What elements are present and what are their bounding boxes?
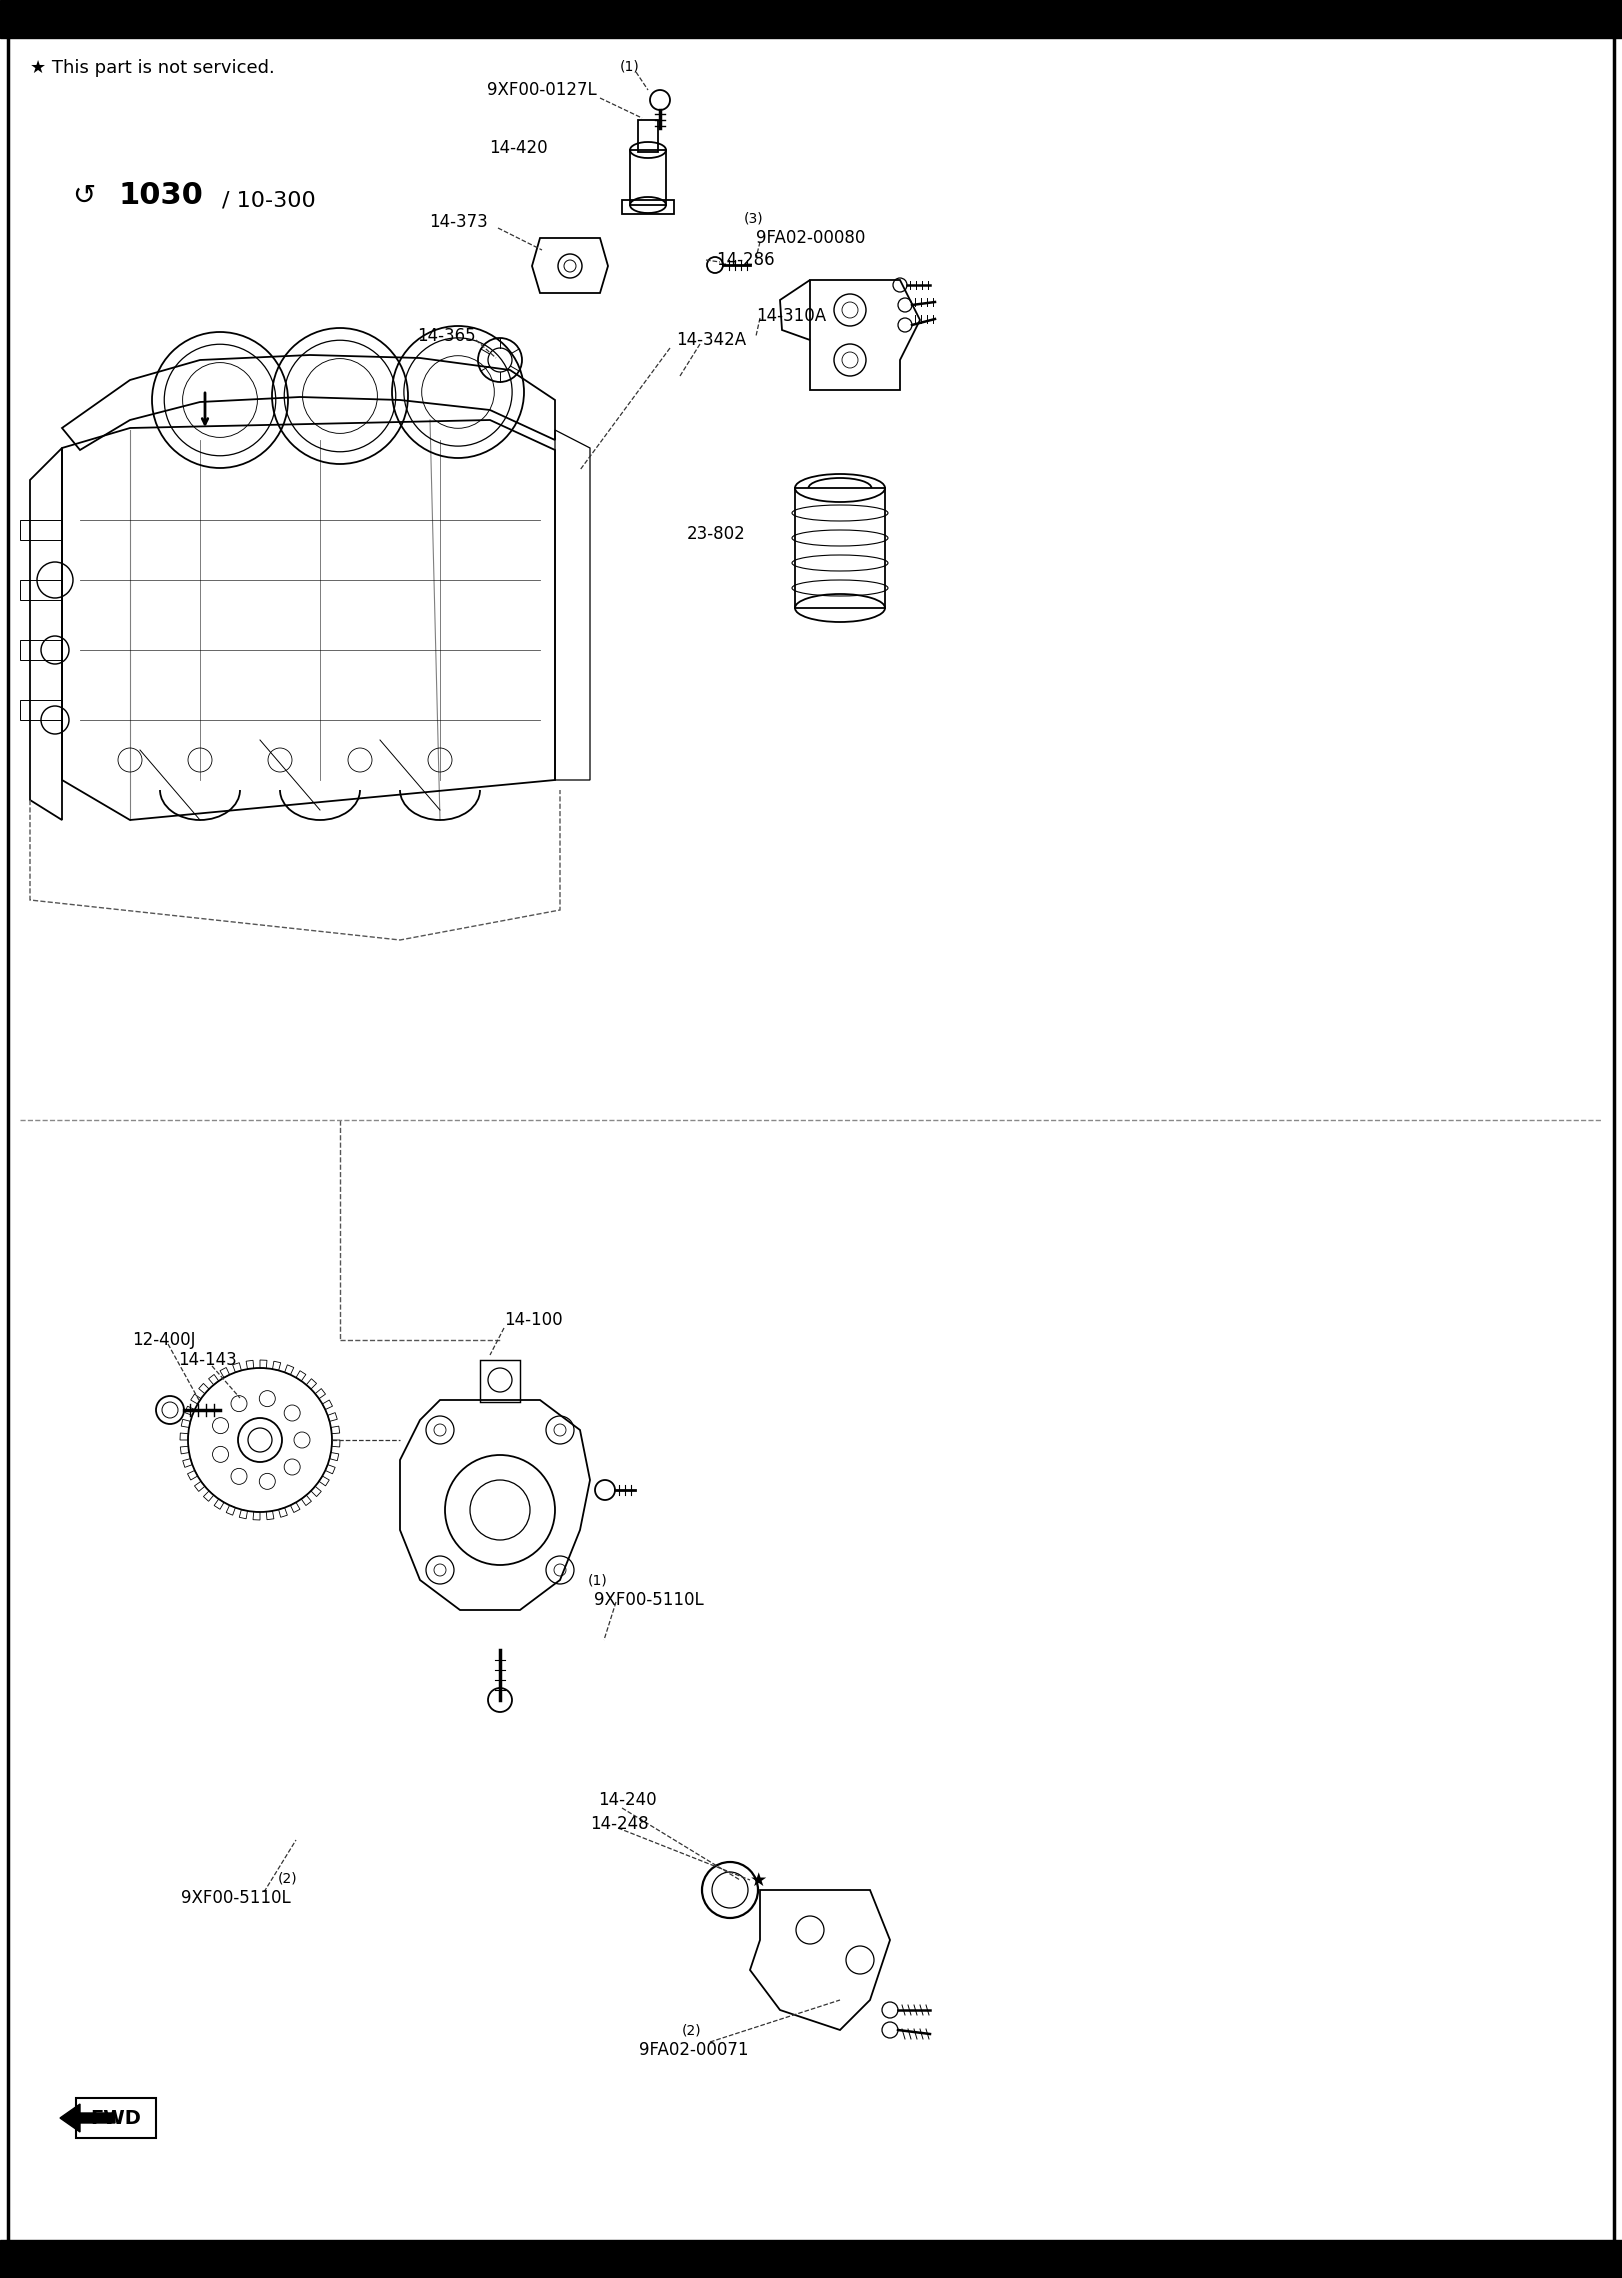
Text: 9XF00-5110L: 9XF00-5110L	[182, 1888, 290, 1907]
Bar	[19, 519, 62, 540]
Text: 14-420: 14-420	[490, 139, 548, 157]
Text: 14-143: 14-143	[178, 1351, 237, 1369]
Text: 14-240: 14-240	[599, 1791, 657, 1809]
Text: (3): (3)	[744, 212, 764, 226]
Text: ★ This part is not serviced.: ★ This part is not serviced.	[29, 59, 274, 77]
Bar	[19, 640, 62, 661]
Text: FWD: FWD	[91, 2109, 141, 2128]
Text: 23-802: 23-802	[686, 524, 746, 542]
Text: 9XF00-5110L: 9XF00-5110L	[594, 1590, 704, 1608]
Text: ↺: ↺	[71, 182, 96, 210]
Text: (2): (2)	[683, 2023, 702, 2037]
Text: 9FA02-00071: 9FA02-00071	[639, 2041, 749, 2059]
Text: ★: ★	[749, 1870, 767, 1888]
Text: 9FA02-00080: 9FA02-00080	[756, 230, 866, 246]
Bar	[0, 0, 1622, 39]
Bar	[19, 581, 62, 599]
Text: 14-310A: 14-310A	[756, 308, 826, 326]
Text: 14-248: 14-248	[590, 1816, 649, 1834]
Bar	[480, 1360, 521, 1401]
Text: 14-100: 14-100	[504, 1312, 563, 1328]
Text: 14-365: 14-365	[417, 328, 475, 344]
Text: 9XF00-0127L: 9XF00-0127L	[487, 82, 597, 98]
Bar	[637, 121, 659, 153]
Text: 14-373: 14-373	[430, 214, 488, 230]
Text: 1030: 1030	[118, 182, 203, 210]
Bar	[621, 200, 675, 214]
Bar	[19, 699, 62, 720]
Bar	[795, 487, 886, 608]
Text: 14-342A: 14-342A	[676, 330, 746, 349]
Text: (1): (1)	[589, 1574, 608, 1588]
Text: 12-400J: 12-400J	[131, 1330, 196, 1349]
Text: / 10-300: / 10-300	[222, 189, 316, 210]
Text: 14-286: 14-286	[715, 251, 775, 269]
Bar	[76, 2098, 156, 2139]
Text: (1): (1)	[620, 59, 639, 73]
Text: (2): (2)	[279, 1870, 298, 1884]
Bar	[0, 2239, 1622, 2278]
Bar	[629, 150, 667, 205]
Polygon shape	[60, 2105, 115, 2132]
